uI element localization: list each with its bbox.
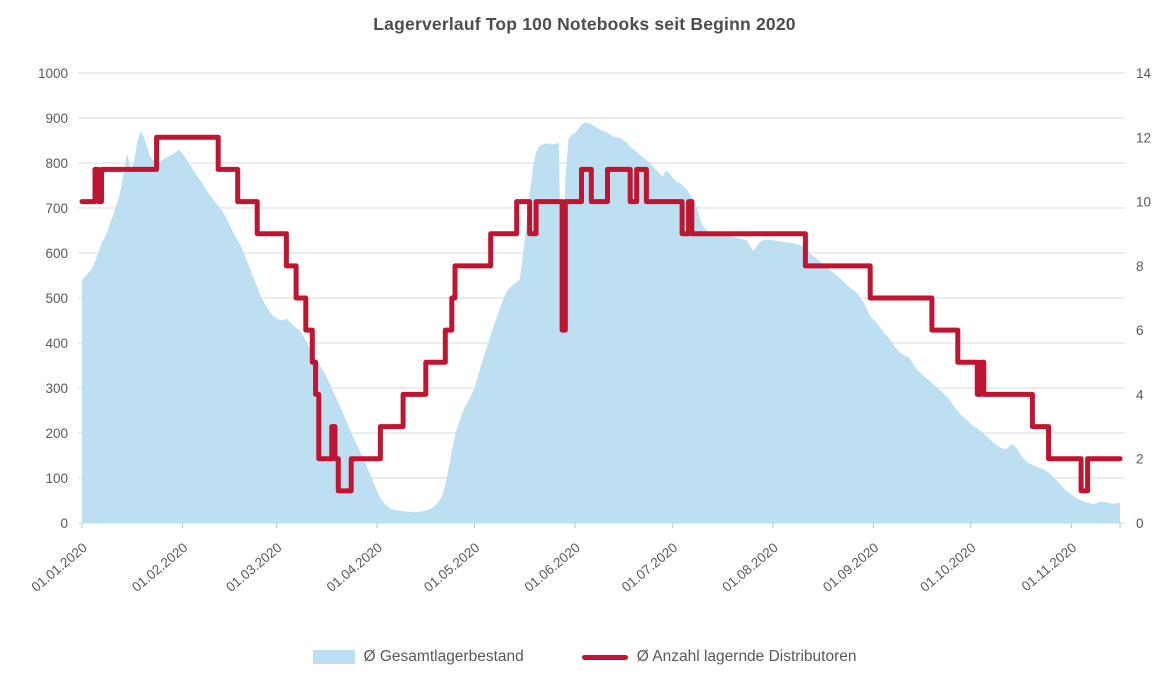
y-right-tick-label: 10	[1136, 195, 1151, 210]
x-axis-tick-label: 01.11.2020	[1019, 540, 1080, 594]
y-right-tick-label: 14	[1136, 66, 1152, 81]
x-axis-tick-label: 01.02.2020	[129, 540, 190, 595]
y-left-tick-label: 0	[60, 516, 68, 531]
x-axis-tick-label: 01.03.2020	[223, 540, 284, 595]
y-right-tick-label: 4	[1136, 387, 1144, 402]
y-left-tick-label: 200	[45, 426, 68, 441]
y-right-tick-label: 0	[1136, 516, 1144, 531]
y-right-tick-label: 2	[1136, 452, 1144, 467]
chart-title: Lagerverlauf Top 100 Notebooks seit Begi…	[373, 14, 796, 34]
x-axis-tick-label: 01.07.2020	[619, 540, 680, 595]
area-series-total-stock	[82, 122, 1120, 523]
y-left-tick-label: 100	[45, 471, 68, 486]
y-left-tick-label: 700	[45, 201, 68, 216]
legend-item-total-stock: Ø Gesamtlagerbestand	[312, 648, 524, 666]
x-axis-tick-label: 01.08.2020	[719, 540, 780, 595]
x-axis-tick-label: 01.09.2020	[820, 540, 881, 595]
line-series-distributors	[79, 134, 1123, 494]
y-right-tick-label: 6	[1136, 323, 1144, 338]
x-axis-tick-label: 01.01.2020	[29, 540, 90, 595]
y-left-tick-label: 800	[45, 156, 68, 171]
y-left-tick-label: 400	[45, 336, 68, 351]
x-axis-tick-label: 01.04.2020	[324, 540, 385, 595]
chart-legend: Ø Gesamtlagerbestand Ø Anzahl lagernde D…	[0, 648, 1169, 666]
x-axis-tick-label: 01.06.2020	[522, 540, 583, 595]
y-left-tick-label: 300	[45, 381, 68, 396]
area-series-swatch	[312, 650, 355, 664]
y-left-tick-label: 1000	[38, 66, 68, 81]
y-left-tick-label: 600	[45, 246, 68, 261]
legend-item-distributors: Ø Anzahl lagernde Distributoren	[581, 648, 857, 666]
legend-label-distributors: Ø Anzahl lagernde Distributoren	[636, 648, 857, 665]
y-right-tick-label: 12	[1136, 130, 1151, 145]
y-right-tick-label: 8	[1136, 259, 1144, 274]
x-axis-tick-label: 01.10.2020	[917, 540, 978, 595]
legend-label-total-stock: Ø Gesamtlagerbestand	[363, 648, 524, 665]
x-axis-tick-label: 01.05.2020	[421, 540, 482, 595]
y-left-tick-label: 500	[45, 291, 68, 306]
y-left-tick-label: 900	[45, 111, 68, 126]
line-series-swatch	[581, 654, 628, 660]
